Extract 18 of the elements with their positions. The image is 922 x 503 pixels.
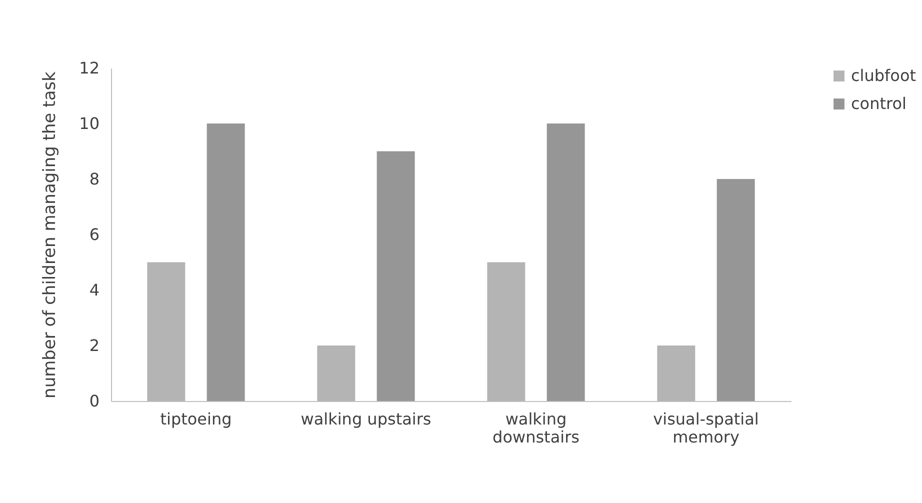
y-axis-title: number of children managing the task [40,71,60,398]
y-tick-label: 6 [89,225,100,244]
bar [716,179,755,401]
x-tick-label: visual-spatial memory [653,410,759,446]
y-tick-label: 0 [89,392,100,410]
bar [206,124,245,401]
y-tick-label: 12 [79,58,100,78]
bar [546,124,585,401]
y-tick-label: 4 [89,280,100,300]
x-tick-label: walking downstairs [492,410,580,446]
x-tick-label: tiptoeing [160,410,232,428]
x-tick-label: walking upstairs [300,410,432,428]
y-tick-label: 8 [89,170,100,188]
y-tick-label: 2 [89,336,100,355]
bar [376,151,415,401]
legend-label: control [851,94,906,113]
y-tick-label: 10 [79,114,100,133]
legend-label: clubfoot [851,66,916,85]
